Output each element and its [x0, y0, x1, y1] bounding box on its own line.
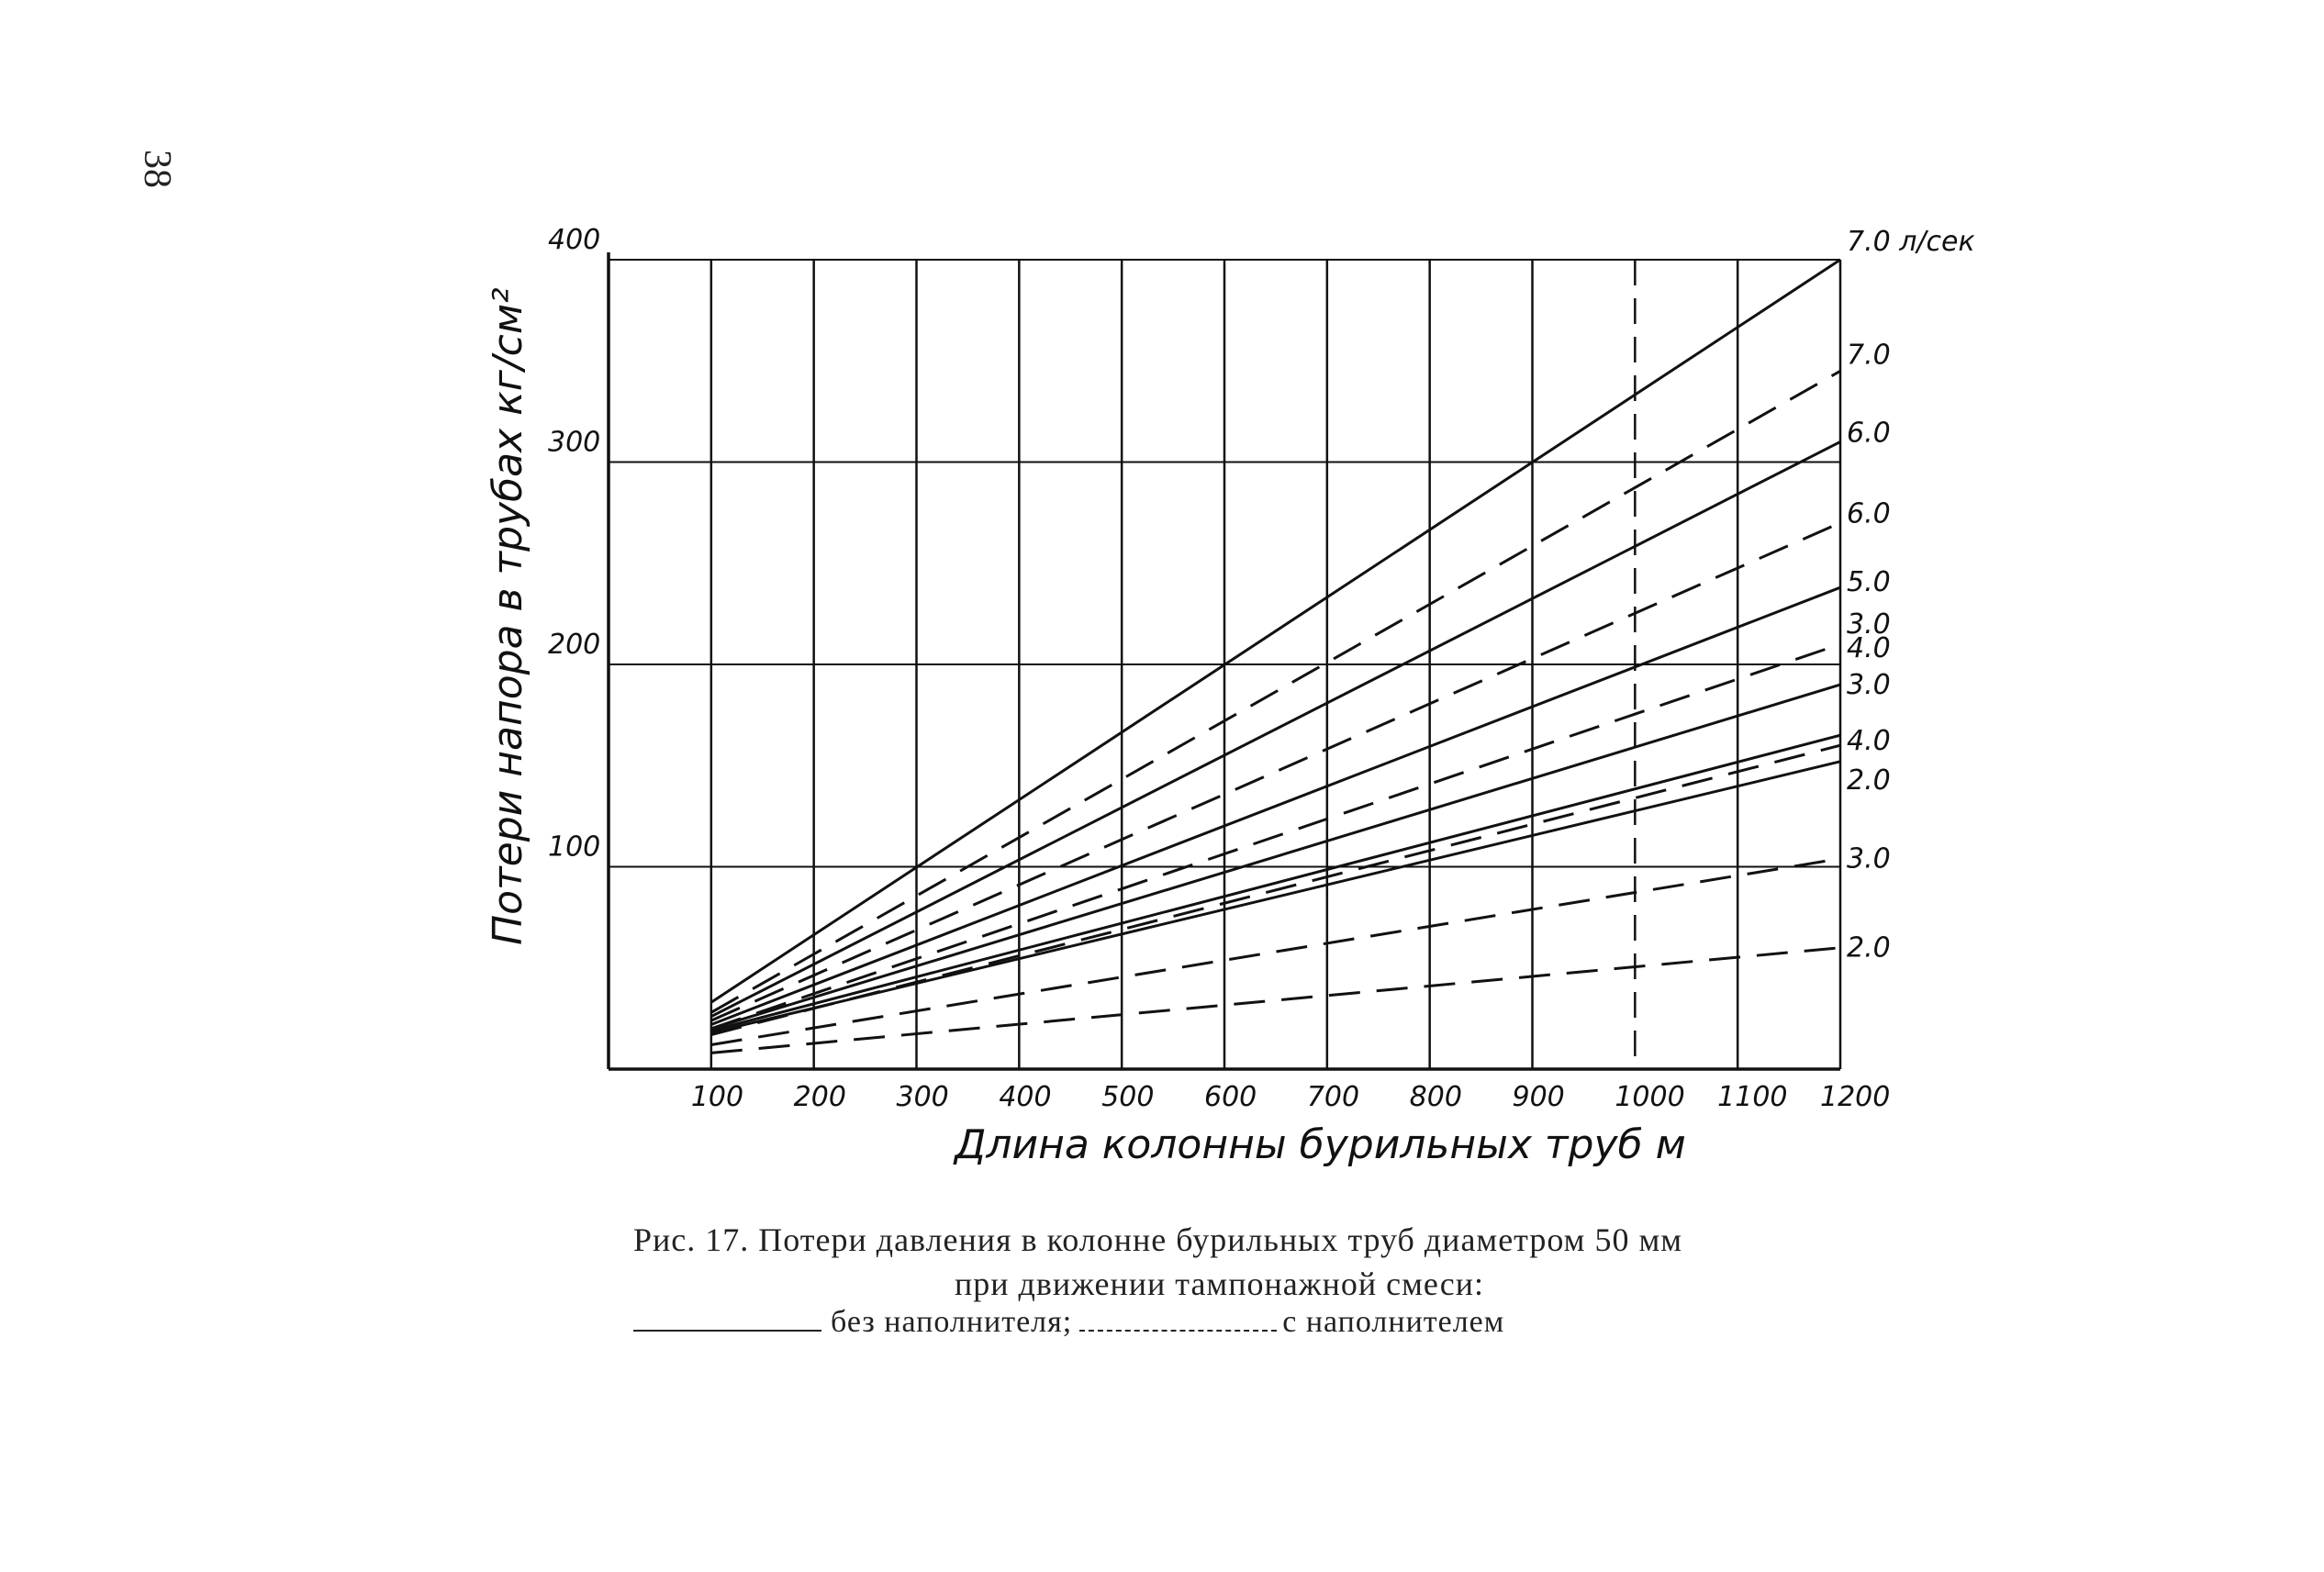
x-tick-label: 500	[1101, 1081, 1154, 1113]
series-line-11	[710, 857, 1841, 1047]
series-line-10	[710, 760, 1841, 1034]
series-end-label: 2.0	[1847, 932, 1891, 964]
x-tick-label: 600	[1204, 1081, 1257, 1113]
series-line-6	[710, 642, 1841, 1031]
series-line-2	[710, 369, 1841, 1014]
x-tick-label: 400	[999, 1081, 1051, 1113]
series-labels: 7.0 л/сек7.06.06.05.03.04.03.04.02.03.02…	[1847, 226, 1975, 964]
x-tick-label: 200	[794, 1081, 846, 1113]
legend-dashed-label: с наполнителем	[1282, 1305, 1505, 1339]
y-tick-label: 400	[548, 224, 600, 256]
x-tick-label: 900	[1513, 1081, 1565, 1113]
x-tick-label: 1100	[1717, 1081, 1787, 1113]
series-line-1	[710, 258, 1841, 1004]
series-end-label: 2.0	[1847, 764, 1891, 797]
series-end-label: 6.0	[1847, 498, 1891, 530]
x-tick-label: 300	[897, 1081, 949, 1113]
series-line-7	[710, 683, 1841, 1031]
legend-solid-swatch	[633, 1330, 821, 1332]
legend-dashed-swatch	[1079, 1330, 1278, 1332]
y-axis-title: Потери напора в трубах кг/см²	[485, 287, 531, 945]
series-line-4	[710, 521, 1841, 1022]
legend: без наполнителя; с наполнителем	[633, 1305, 1504, 1340]
series-line-8	[710, 733, 1841, 1032]
x-tick-label: 1000	[1615, 1081, 1684, 1113]
series-end-label: 3.0	[1847, 669, 1891, 701]
series-end-label: 5.0	[1847, 566, 1891, 598]
x-tick-label: 100	[691, 1081, 743, 1113]
axes	[607, 252, 1840, 1071]
series-line-3	[710, 440, 1841, 1019]
legend-solid-label: без наполнителя;	[831, 1305, 1073, 1339]
caption-line-2: при движении тампонажной смеси:	[955, 1265, 1485, 1302]
series-end-label: 7.0 л/сек	[1847, 226, 1975, 258]
series-end-label: 3.0	[1847, 843, 1891, 875]
y-tick-label: 200	[548, 629, 600, 661]
x-tick-label: 1200	[1820, 1081, 1890, 1113]
series-line-5	[710, 585, 1841, 1026]
y-tick-label: 300	[548, 427, 600, 459]
caption-line-1: Рис. 17. Потери давления в колонне бурил…	[633, 1221, 1683, 1258]
series-lines	[710, 258, 1841, 1054]
series-end-label: 6.0	[1847, 417, 1891, 449]
series-end-label: 4.0	[1847, 725, 1891, 757]
x-axis-title: Длина колонны бурильных труб м	[953, 1121, 1686, 1168]
x-tick-label: 800	[1410, 1081, 1462, 1113]
y-tick-label: 100	[548, 831, 600, 864]
pressure-loss-chart: 100 200 300 400 500 600 700 800 900 1000 1100 1200 1…	[485, 224, 1975, 1168]
tick-labels: 100 200 300 400 500 600 700 800 900 1000 1100 1200 1…	[548, 224, 1890, 1113]
series-line-12	[710, 946, 1841, 1054]
series-end-label: 4.0	[1847, 632, 1891, 664]
x-tick-label: 700	[1307, 1081, 1359, 1113]
series-end-label: 7.0	[1847, 339, 1891, 371]
series-end-label: 3.0	[1847, 608, 1891, 641]
